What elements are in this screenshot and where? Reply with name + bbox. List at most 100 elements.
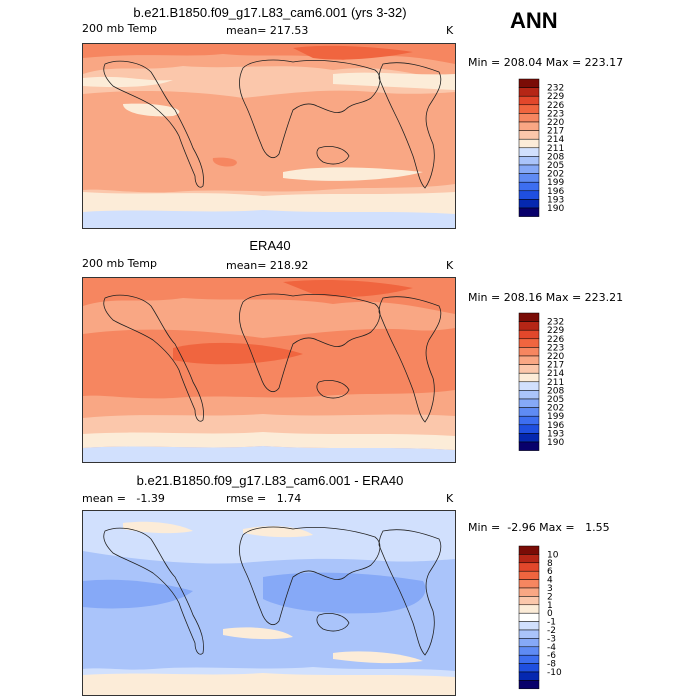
- panel-2-colorbar-label: 202: [547, 404, 564, 414]
- panel-2-coastlines: [103, 293, 442, 423]
- panel-1-title: b.e21.B1850.f09_g17.L83_cam6.001 (yrs 3-…: [133, 5, 407, 20]
- panel-1-contour-220-australia: [212, 157, 237, 167]
- panel-1-coast-americas-b: [378, 62, 442, 189]
- panel-3-colorbar-label: 10: [547, 550, 559, 560]
- panel-2-contour-217-south: [83, 414, 455, 438]
- panel-1-contour-214-south-pacific: [283, 167, 423, 181]
- panel-3-mean-label: mean = -1.39: [82, 492, 165, 505]
- panel-3-colorbar-box-2: [518, 663, 540, 673]
- panel-2-colorbar-box-7: [518, 381, 540, 391]
- panel-2-colorbar-label: 193: [547, 429, 564, 439]
- panel-2-colorbar-box-2: [518, 424, 540, 434]
- panel-2-colorbar-label: 217: [547, 361, 564, 371]
- panel-3-colorbar-box-16: [518, 545, 540, 555]
- panel-2-colorbar-box-1: [518, 433, 540, 443]
- panel-1-colorbar-svg: 2322292262232202172142112082052021991961…: [518, 78, 564, 217]
- panel-1-contour-214-south: [83, 192, 455, 216]
- panel-2-colorbar-label: 220: [547, 352, 564, 362]
- panel-1-contour-214-ne: [333, 72, 455, 90]
- panel-1-colorbar-box-13: [518, 95, 540, 106]
- panel-1-colorbar-box-9: [518, 130, 540, 140]
- panel-2-colorbar-label: 226: [547, 335, 564, 345]
- panel-3-colorbar-label: 4: [547, 576, 553, 586]
- panel-1-map: [82, 43, 456, 229]
- panel-2-colorbar-label: 208: [547, 386, 564, 396]
- panel-2-units-label: K: [446, 259, 454, 272]
- panel-3-colorbar-label: -1: [547, 618, 556, 628]
- panel-1-colorbar-box-8: [518, 138, 540, 149]
- panel-2-colorbar-box-12: [518, 338, 540, 348]
- panel-3-contour-pos1-north-a: [123, 521, 193, 534]
- panel-1-colorbar-box-15: [518, 78, 540, 88]
- panel-1-mean-label: mean= 217.53: [226, 24, 309, 37]
- panel-3-contour-neg2-pacific: [263, 572, 426, 614]
- panel-3-colorbar-box-6: [518, 629, 540, 639]
- panel-1-colorbar-box-10: [518, 121, 540, 131]
- panel-1-left-label: 200 mb Temp: [82, 22, 158, 35]
- panel-1-colorbar-label: 199: [547, 178, 564, 188]
- panel-3-contours: [83, 511, 455, 695]
- panel-2-colorbar-box-6: [518, 390, 540, 400]
- panel-2-colorbar-box-3: [518, 415, 540, 426]
- panel-3-colorbar-label: -6: [547, 651, 556, 661]
- panel-2-mean-label: mean= 218.92: [226, 259, 309, 272]
- panel-2-coast-australia: [316, 380, 350, 399]
- panel-1-colorbar-box-12: [518, 104, 540, 114]
- panel-1-colorbar-box-5: [518, 164, 540, 174]
- panel-1-coast-eurasia-africa: [239, 59, 381, 158]
- panel-2-colorbar-box-9: [518, 364, 540, 374]
- panel-3-colorbar-label: 3: [547, 584, 553, 594]
- panel-1-colorbar-label: 220: [547, 118, 564, 128]
- panel-1-colorbar-label: 205: [547, 161, 564, 171]
- panel-3-units-label: K: [446, 492, 454, 505]
- panel-2-colorbar-svg: 2322292262232202172142112082052021991961…: [518, 312, 564, 451]
- panel-3-colorbar-box-7: [518, 621, 540, 631]
- panel-3-colorbar-label: 0: [547, 609, 553, 619]
- panel-2-colorbar-label: 199: [547, 412, 564, 422]
- panel-1-colorbar-label: 217: [547, 127, 564, 137]
- panel-1-colorbar-box-11: [518, 113, 540, 123]
- panel-1-minmax: Min = 208.04 Max = 223.17: [468, 56, 624, 69]
- panel-3-colorbar-label: -4: [547, 643, 556, 653]
- panel-2-colorbar-box-8: [518, 372, 540, 383]
- panel-2-colorbar-box-0: [518, 441, 540, 451]
- panel-2-colorbar-label: 223: [547, 343, 564, 353]
- panel-2-contour-220-tropics: [83, 328, 455, 399]
- panel-3-colorbar-box-13: [518, 570, 540, 580]
- panel-2-contour-223-north: [283, 280, 413, 297]
- panel-3-coastlines: [103, 526, 442, 656]
- panel-3-contour-neg1: [83, 551, 455, 671]
- panel-2-left-label: 200 mb Temp: [82, 257, 158, 270]
- panel-3-map: [82, 510, 456, 696]
- panel-2-contour-223-tropics: [173, 342, 303, 365]
- panel-1-colorbar-box-2: [518, 190, 540, 200]
- panel-3-colorbar-box-15: [518, 554, 540, 564]
- panel-3-colorbar-label: 6: [547, 567, 553, 577]
- panel-2-coast-americas-b: [378, 296, 442, 423]
- panel-3-colorbar-box-14: [518, 562, 540, 572]
- panel-2-colorbar-box-10: [518, 355, 540, 365]
- panel-3-contour-pos1-south-b: [333, 651, 423, 664]
- panel-3-minmax: Min = -2.96 Max = 1.55: [468, 521, 610, 534]
- panel-3-contour-neg2-atlantic: [83, 579, 193, 609]
- panel-3-colorbar-box-4: [518, 646, 540, 656]
- panel-2-colorbar-box-4: [518, 407, 540, 417]
- panel-2-coast-americas-a: [103, 294, 204, 422]
- panel-3-contour-pos1-antarctic: [83, 673, 455, 695]
- panel-3-coast-americas-a: [103, 527, 204, 655]
- panel-2-colorbar-box-15: [518, 312, 540, 322]
- panel-3-coast-eurasia-africa: [239, 526, 381, 625]
- panel-2-colorbar-box-14: [518, 321, 540, 331]
- panel-3-colorbar-box-12: [518, 579, 540, 589]
- panel-3-colorbar-label: -10: [547, 668, 562, 678]
- panel-1-colorbar-box-1: [518, 199, 540, 209]
- panel-1-contours: [83, 44, 455, 228]
- panel-3-contour-pos1-south-a: [223, 627, 293, 640]
- panel-1-colorbar-label: 232: [547, 84, 564, 94]
- panel-1-colorbar-label: 226: [547, 101, 564, 111]
- panel-3-colorbar-label: -2: [547, 626, 556, 636]
- panel-2-coast-eurasia-africa: [239, 293, 381, 392]
- panel-2-colorbar-label: 232: [547, 318, 564, 328]
- panel-1-colorbar-box-4: [518, 173, 540, 183]
